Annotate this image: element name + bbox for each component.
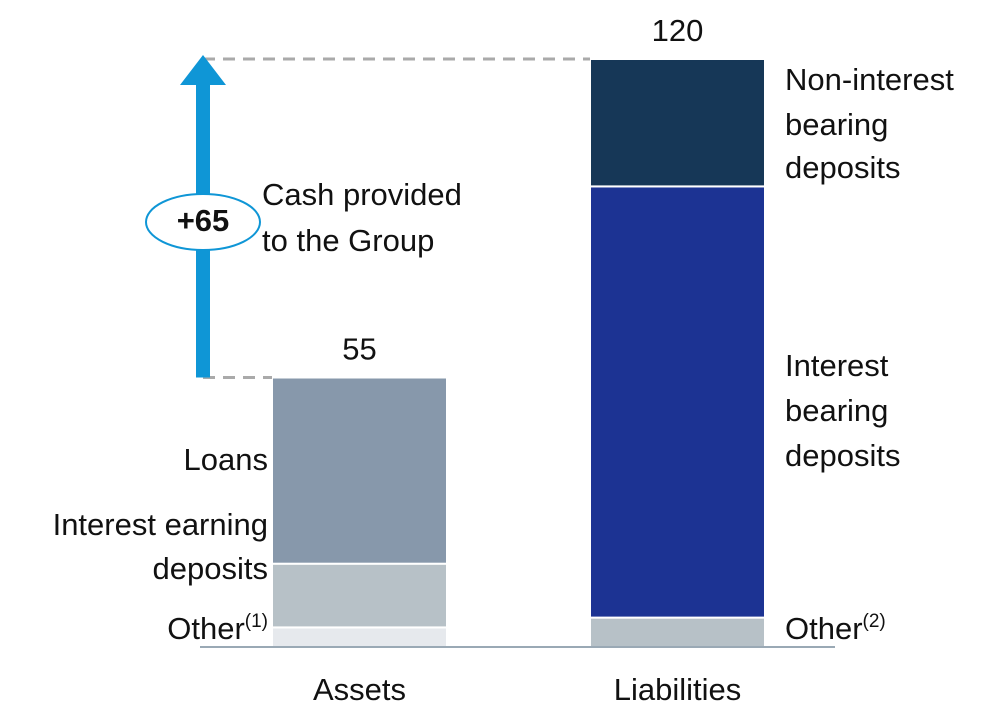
total-label: 120 bbox=[652, 13, 704, 48]
segment-label-text: Interest bbox=[785, 348, 889, 383]
segment-label: deposits bbox=[785, 150, 900, 185]
segment-label-text: Other bbox=[167, 611, 245, 646]
category-label: Liabilities bbox=[614, 672, 742, 706]
segment-label-text: Other bbox=[785, 611, 863, 646]
segment-label-text: Non-interest bbox=[785, 62, 954, 97]
annotation-value: +65 bbox=[177, 203, 230, 238]
bar-segment bbox=[589, 58, 766, 188]
category-label: Assets bbox=[313, 672, 406, 706]
segment-label: deposits bbox=[153, 551, 268, 586]
segment-label: Interest bbox=[785, 348, 889, 383]
segment-label: Loans bbox=[184, 442, 268, 477]
bar-segment bbox=[271, 562, 448, 629]
footnote-marker: (2) bbox=[863, 611, 886, 632]
annotation-badge bbox=[145, 193, 261, 251]
segment-label: Non-interest bbox=[785, 62, 954, 97]
segment-label: deposits bbox=[785, 438, 900, 473]
bar-segment bbox=[589, 616, 766, 648]
segment-label: Other(1) bbox=[167, 611, 268, 646]
annotation-text: to the Group bbox=[262, 223, 434, 258]
bar-segment bbox=[589, 185, 766, 619]
segment-label-text: bearing bbox=[785, 107, 888, 142]
segment-label: bearing bbox=[785, 393, 888, 428]
segment-label: bearing bbox=[785, 107, 888, 142]
segment-label-text: deposits bbox=[153, 551, 268, 586]
segment-label: Interest earning bbox=[53, 507, 268, 542]
segment-label: Other(2) bbox=[785, 611, 886, 646]
segment-label-text: deposits bbox=[785, 438, 900, 473]
bar-segment bbox=[271, 376, 448, 565]
segment-label-text: bearing bbox=[785, 393, 888, 428]
segment-label-text: Interest earning bbox=[53, 507, 268, 542]
footnote-marker: (1) bbox=[245, 611, 268, 632]
bar-segment bbox=[271, 626, 448, 649]
annotation-text: Cash provided bbox=[262, 177, 462, 212]
segment-label-text: deposits bbox=[785, 150, 900, 185]
segment-label-text: Loans bbox=[184, 442, 268, 477]
total-label: 55 bbox=[342, 332, 376, 367]
